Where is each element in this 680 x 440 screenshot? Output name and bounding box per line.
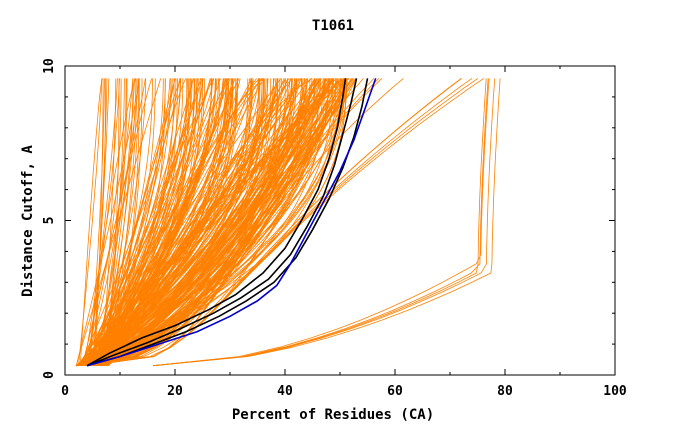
- x-tick-label: 60: [387, 384, 403, 399]
- x-tick-label: 0: [61, 384, 69, 399]
- model-curve: [83, 78, 122, 366]
- highlight-series-2: [86, 78, 358, 367]
- model-curve: [87, 78, 176, 366]
- model-curve: [78, 78, 103, 366]
- chart-title: T1061: [312, 18, 354, 34]
- model-curve: [86, 78, 404, 367]
- model-curve: [103, 78, 279, 366]
- model-curve: [75, 78, 321, 367]
- model-curve: [76, 78, 212, 366]
- y-tick-label: 5: [42, 217, 57, 225]
- model-curve: [75, 78, 353, 367]
- model-curve: [85, 78, 127, 366]
- model-curve: [89, 78, 234, 366]
- model-curve: [86, 78, 462, 367]
- model-curve: [92, 78, 278, 366]
- model-curve: [75, 78, 321, 367]
- model-curve: [90, 78, 238, 366]
- model-curve: [107, 78, 228, 366]
- highlight-series-4: [86, 78, 377, 367]
- model-curve: [80, 78, 264, 367]
- model-curve: [75, 78, 329, 367]
- model-curve: [90, 78, 286, 366]
- highlight-series-3: [86, 78, 369, 367]
- model-curve: [152, 78, 496, 367]
- model-curve: [152, 78, 487, 367]
- y-tick-label: 0: [42, 371, 57, 379]
- model-curve: [76, 78, 140, 366]
- x-axis-label: Percent of Residues (CA): [232, 407, 434, 423]
- model-curve: [106, 78, 198, 366]
- x-axis: 0 20 40 60 80 100: [61, 66, 627, 399]
- y-axis: 0 5 10: [42, 58, 615, 379]
- model-curve: [152, 78, 489, 367]
- model-curve: [76, 78, 296, 366]
- y-axis-label: Distance Cutoff, A: [20, 145, 36, 297]
- x-tick-label: 100: [603, 384, 627, 399]
- model-curve: [152, 78, 490, 367]
- x-tick-label: 40: [277, 384, 293, 399]
- y-tick-label: 10: [42, 58, 57, 74]
- model-curve: [75, 78, 349, 367]
- model-curve: [99, 78, 233, 366]
- highlight-series-1: [86, 78, 347, 367]
- model-curve: [75, 78, 320, 367]
- model-curve: [89, 78, 219, 366]
- model-curve: [83, 78, 190, 366]
- model-curves: [75, 78, 501, 367]
- model-curve: [105, 78, 267, 366]
- model-curve: [75, 78, 333, 367]
- model-curve: [105, 78, 188, 366]
- model-curve: [99, 78, 265, 366]
- x-tick-label: 80: [497, 384, 513, 399]
- model-curve: [103, 78, 125, 366]
- model-curve: [85, 78, 203, 366]
- model-curve: [75, 78, 333, 367]
- model-curve: [102, 78, 336, 367]
- model-curve: [82, 78, 184, 366]
- model-curve: [94, 78, 104, 366]
- model-curve: [89, 78, 293, 366]
- highlighted-curves: [86, 78, 377, 367]
- model-curve: [152, 78, 501, 367]
- model-curve: [101, 78, 199, 366]
- model-curve: [75, 78, 352, 367]
- model-curve: [101, 78, 117, 366]
- model-curve: [97, 78, 140, 366]
- x-tick-label: 20: [167, 384, 183, 399]
- model-curve: [98, 78, 156, 366]
- model-curve: [75, 78, 325, 367]
- model-curve: [94, 78, 128, 366]
- model-curve: [82, 78, 146, 366]
- model-curve: [101, 78, 300, 366]
- model-curve: [75, 78, 335, 367]
- model-curve: [75, 78, 345, 367]
